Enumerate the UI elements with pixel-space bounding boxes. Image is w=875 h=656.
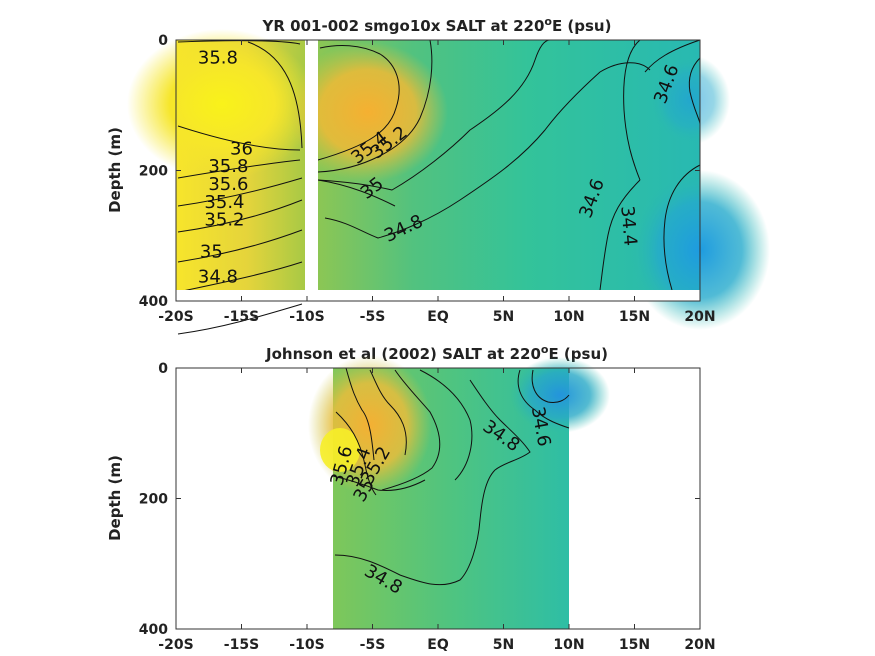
panel1-nodata-strip xyxy=(176,290,700,301)
panel-observed-salinity: Johnson et al (2002) SALT at 220oE (psu)… xyxy=(106,343,716,653)
x-tick-label: -15S xyxy=(224,637,259,653)
contour-line xyxy=(332,475,426,491)
panel1-title: YR 001-002 smgo10x SALT at 220oE (psu) xyxy=(262,15,612,35)
contour-label: 35.4 xyxy=(204,192,244,213)
contour-label: 35.8 xyxy=(198,47,238,68)
x-tick-label: 10N xyxy=(553,637,584,653)
contour-label: 35 xyxy=(200,242,223,263)
x-tick-label: 20N xyxy=(684,309,715,325)
contour-line xyxy=(369,369,407,456)
x-tick-label: -5S xyxy=(360,637,386,653)
panel1-fresh-upper xyxy=(650,55,730,145)
y-tick-label: 0 xyxy=(158,33,168,49)
contour-line xyxy=(644,39,701,73)
x-tick-label: EQ xyxy=(427,637,449,653)
contour-line xyxy=(317,39,433,173)
y-tick-label: 0 xyxy=(158,361,168,377)
contour-line xyxy=(345,367,375,461)
contour-label: 34.4 xyxy=(616,205,640,247)
panel1-contours xyxy=(177,39,701,335)
panel1-warm-tongue xyxy=(288,42,448,182)
x-tick-label: 5N xyxy=(493,309,514,325)
x-tick-label: 20N xyxy=(684,637,715,653)
contour-label: 34.8 xyxy=(198,267,238,288)
panel2-salty-spot xyxy=(320,428,360,472)
contour-line xyxy=(177,303,303,335)
panel-model-salinity: YR 001-002 smgo10x SALT at 220oE (psu) xyxy=(106,15,770,335)
panel2-fresh-pool xyxy=(510,357,610,433)
title-text-tail: E (psu) xyxy=(552,17,612,35)
x-tick-label: -10S xyxy=(289,309,324,325)
contour-line xyxy=(317,45,400,161)
title-degree-sup: o xyxy=(544,15,552,28)
contour-line xyxy=(317,39,551,191)
title-text: Johnson et al (2002) SALT at 220 xyxy=(265,345,541,363)
contour-line xyxy=(317,179,396,207)
contour-line xyxy=(177,40,301,45)
x-tick-label: -10S xyxy=(289,637,324,653)
x-tick-label: -20S xyxy=(158,637,193,653)
x-tick-label: -5S xyxy=(360,309,386,325)
contour-line xyxy=(419,369,473,481)
panel2-field xyxy=(308,355,610,629)
contour-line xyxy=(177,125,301,151)
x-tick-label: EQ xyxy=(427,309,449,325)
title-text: YR 001-002 smgo10x SALT at 220 xyxy=(262,17,545,35)
panel2-contours xyxy=(332,367,570,586)
contour-line xyxy=(324,62,651,239)
contour-label: 36 xyxy=(230,139,253,160)
panel1-salty-core xyxy=(127,29,317,179)
title-degree-sup: o xyxy=(541,343,549,356)
panel2-y-axis-label: Depth (m) xyxy=(106,455,124,541)
contour-label: 35.8 xyxy=(208,156,248,177)
panel1-x-axis: -20S -15S -10S -5S EQ 5N 10N 15N 20N xyxy=(158,40,716,325)
y-tick-label: 400 xyxy=(139,622,168,638)
y-tick-label: 200 xyxy=(139,164,168,180)
panel1-data-gap xyxy=(305,40,318,290)
contour-label: 35.2 xyxy=(204,210,244,231)
x-tick-label: -15S xyxy=(224,309,259,325)
y-tick-label: 400 xyxy=(139,294,168,310)
contour-line xyxy=(623,39,641,181)
contour-line xyxy=(177,177,303,207)
contour-line xyxy=(177,261,303,293)
contour-line xyxy=(177,229,303,263)
contour-line xyxy=(335,411,377,496)
panel1-y-axis-label: Depth (m) xyxy=(106,127,124,213)
contour-line xyxy=(531,369,570,403)
x-tick-label: 10N xyxy=(553,309,584,325)
x-tick-label: -20S xyxy=(158,309,193,325)
contour-line xyxy=(381,369,441,491)
contour-line xyxy=(334,379,531,586)
contour-line xyxy=(688,57,701,125)
contour-line xyxy=(247,41,303,149)
panel2-x-axis: -20S -15S -10S -5S EQ 5N 10N 15N 20N xyxy=(158,368,716,653)
x-tick-label: 5N xyxy=(493,637,514,653)
contour-label: 35.6 xyxy=(208,174,248,195)
contour-line xyxy=(599,179,641,291)
contour-line xyxy=(177,159,301,179)
panel2-y-axis: 0 200 400 xyxy=(139,361,700,638)
y-tick-label: 200 xyxy=(139,492,168,508)
contour-line xyxy=(517,369,570,429)
contour-line xyxy=(663,164,701,291)
contour-line xyxy=(177,199,303,233)
panel1-y-axis: 0 200 400 xyxy=(139,33,700,310)
x-tick-label: 15N xyxy=(619,309,650,325)
x-tick-label: 15N xyxy=(619,637,650,653)
